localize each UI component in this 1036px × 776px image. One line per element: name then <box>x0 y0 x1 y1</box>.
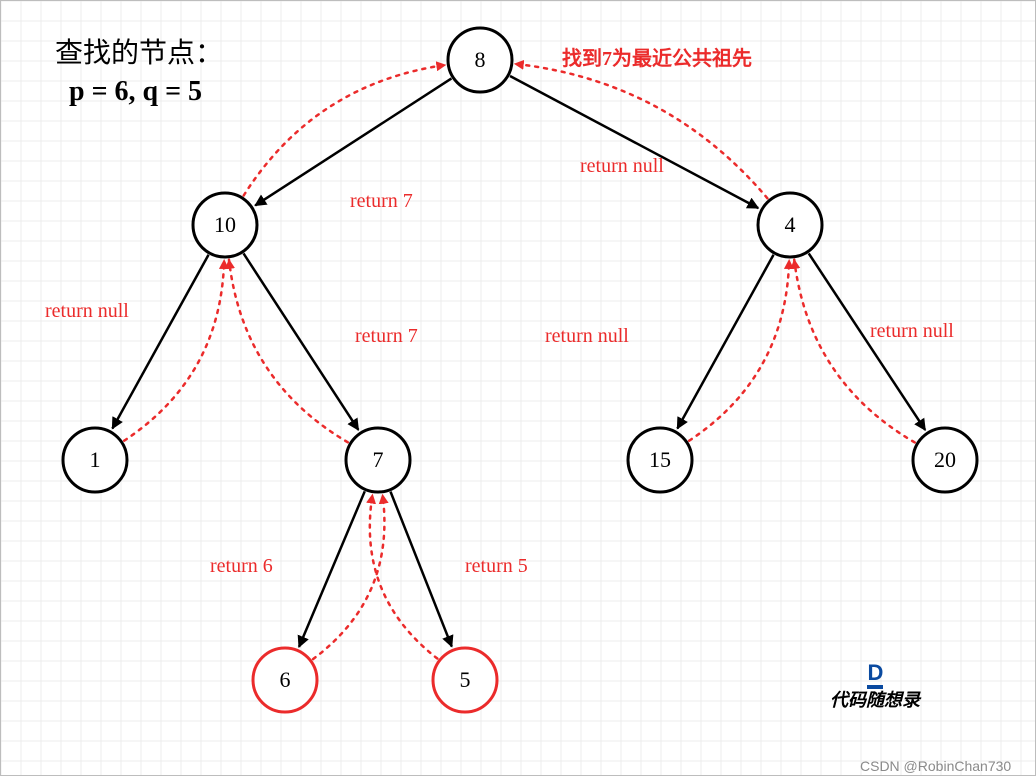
watermark: CSDN @RobinChan730 <box>860 758 1011 774</box>
node-label: 5 <box>460 667 471 693</box>
logo: D 代码随想录 <box>830 660 920 712</box>
return-label: return null <box>545 325 629 348</box>
diagram-stage: 查找的节点： p = 6, q = 5 找到7为最近公共祖先 D 代码随想录 C… <box>0 0 1036 776</box>
node-label: 8 <box>475 47 486 73</box>
node-label: 10 <box>214 212 236 238</box>
return-label: return null <box>45 300 129 323</box>
logo-top: D <box>830 660 920 686</box>
node-label: 20 <box>934 447 956 473</box>
logo-sub: 代码随想录 <box>830 686 920 712</box>
return-label: return null <box>870 320 954 343</box>
title-line2: p = 6, q = 5 <box>69 76 202 107</box>
node-label: 7 <box>373 447 384 473</box>
title-line1: 查找的节点： <box>55 38 223 69</box>
search-title: 查找的节点： p = 6, q = 5 <box>55 35 223 111</box>
return-label: return 7 <box>350 190 413 213</box>
node-label: 6 <box>280 667 291 693</box>
node-label: 4 <box>785 212 796 238</box>
node-label: 15 <box>649 447 671 473</box>
return-label: return 6 <box>210 555 273 578</box>
return-label: return 5 <box>465 555 528 578</box>
node-label: 1 <box>90 447 101 473</box>
return-label: return 7 <box>355 325 418 348</box>
return-label: return null <box>580 155 664 178</box>
result-label: 找到7为最近公共祖先 <box>562 42 752 71</box>
